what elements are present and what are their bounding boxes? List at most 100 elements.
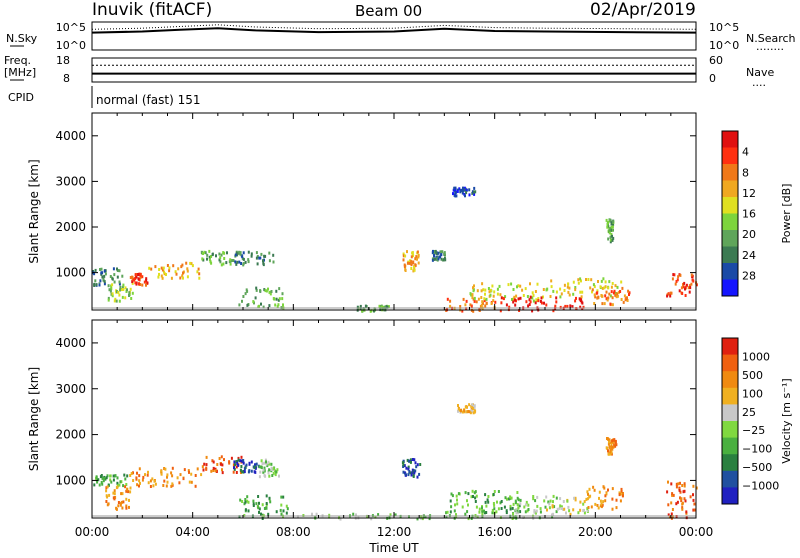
- velocity-colorbar-frame: [721, 337, 739, 505]
- power-scatter-region: [234, 250, 275, 267]
- power-ylabel: Slant Range [km]: [27, 159, 41, 263]
- velocity-colorbar-label: Velocity [m s⁻¹]: [780, 378, 793, 463]
- velocity-colorbar-segment: [722, 454, 738, 472]
- power-colorbar-segment: [722, 180, 738, 198]
- power-colorbar-frame: [721, 130, 739, 297]
- velocity-colorbar-tick: 500: [742, 369, 763, 382]
- velocity-scatter-region: [258, 458, 280, 479]
- nsearch-legend-marker: ........: [756, 40, 784, 53]
- power-colorbar-tick: 24: [742, 249, 756, 262]
- freq-tick-left: 8: [63, 72, 70, 85]
- velocity-colorbar-segment: [722, 371, 738, 389]
- velocity-xlabel: Time UT: [368, 541, 419, 554]
- power-colorbar-tick: 12: [742, 187, 756, 200]
- power-scatter-region: [452, 186, 477, 198]
- power-colorbar-segment: [722, 131, 738, 148]
- velocity-colorbar-segment: [722, 354, 738, 372]
- power-ytick-label: 2000: [55, 220, 86, 234]
- velocity-scatter-region: [666, 480, 698, 520]
- power-ytick-label: 4000: [55, 129, 86, 143]
- velocity-colorbar-segment: [722, 387, 738, 405]
- power-colorbar-segment: [722, 230, 738, 247]
- velocity-colorbar-segment: [722, 437, 738, 455]
- velocity-colorbar-tick: 100: [742, 387, 763, 400]
- noise-tick-left: 10^0: [56, 39, 86, 52]
- beam-title: Beam 00: [355, 2, 423, 20]
- date-title: 02/Apr/2019: [590, 0, 696, 20]
- velocity-colorbar-segment: [722, 404, 738, 422]
- station-title: Inuvik (fitACF): [92, 0, 213, 20]
- power-scatter-region: [402, 250, 420, 273]
- velocity-colorbar-tick: −500: [742, 461, 772, 474]
- velocity-xtick-label: 08:00: [276, 525, 311, 539]
- velocity-colorbar-tick: −100: [742, 443, 772, 456]
- power-scatter-region: [107, 281, 134, 303]
- freq-label: Freq.: [4, 54, 31, 67]
- velocity-scatter-region: [457, 403, 477, 415]
- velocity-colorbar-tick: 25: [742, 406, 756, 419]
- power-colorbar-tick: 16: [742, 208, 756, 221]
- power-colorbar-tick: 4: [742, 146, 749, 159]
- velocity-ylabel: Slant Range [km]: [27, 367, 41, 471]
- velocity-scatter-region: [129, 466, 203, 488]
- power-colorbar-segment: [722, 147, 738, 165]
- power-scatter-region: [92, 267, 124, 287]
- power-scatter-region: [129, 272, 149, 287]
- power-plot-area: [92, 113, 696, 310]
- velocity-scatter-region: [605, 437, 618, 456]
- power-colorbar-segment: [722, 213, 738, 231]
- freq-panel-frame: [91, 57, 697, 83]
- nsky-label: N.Sky: [6, 32, 38, 45]
- velocity-scatter-region: [401, 458, 422, 479]
- freq-tick-right: 60: [709, 54, 723, 67]
- power-colorbar-tick: 8: [742, 166, 749, 179]
- nave-label: Nave: [746, 66, 774, 79]
- velocity-scatter-region: [546, 496, 589, 516]
- power-colorbar-label: Power [dB]: [780, 184, 793, 244]
- power-scatter-region: [605, 218, 615, 244]
- velocity-ytick-label: 3000: [55, 382, 86, 396]
- velocity-plot-area: [92, 320, 696, 518]
- noise-panel-frame: [91, 21, 697, 51]
- velocity-xtick-label: 20:00: [578, 525, 613, 539]
- velocity-xtick-label: 00:00: [679, 525, 714, 539]
- freq-label-unit: [MHz]: [4, 66, 36, 79]
- velocity-ytick-label: 4000: [55, 336, 86, 350]
- power-colorbar-segment: [722, 263, 738, 280]
- velocity-xtick-label: 12:00: [377, 525, 412, 539]
- freq-tick-left: 18: [56, 54, 70, 67]
- power-colorbar-segment: [722, 197, 738, 214]
- velocity-colorbar-segment: [722, 421, 738, 439]
- velocity-ytick-label: 2000: [55, 428, 86, 442]
- velocity-colorbar-tick: −1000: [742, 480, 779, 493]
- power-ytick-label: 3000: [55, 174, 86, 188]
- power-scatter-region: [431, 249, 447, 262]
- velocity-scatter-region: [586, 485, 624, 511]
- noise-tick-right: 10^5: [709, 21, 739, 34]
- velocity-xtick-label: 04:00: [175, 525, 210, 539]
- power-colorbar-segment: [722, 246, 738, 264]
- noise-tick-right: 10^0: [709, 39, 739, 52]
- noise-sky-series: [91, 27, 697, 34]
- velocity-scatter-region: [105, 485, 132, 511]
- power-scatter-region: [148, 261, 201, 280]
- power-scatter-region: [666, 273, 698, 298]
- cpid-text: normal (fast) 151: [96, 93, 200, 107]
- freq-tick-right: 0: [709, 72, 716, 85]
- power-colorbar-tick: 20: [742, 228, 756, 241]
- cpid-label: CPID: [8, 91, 34, 104]
- velocity-colorbar-tick: −25: [742, 424, 765, 437]
- velocity-xtick-label: 00:00: [75, 525, 110, 539]
- velocity-ytick-label: 1000: [55, 473, 86, 487]
- noise-search-series: [91, 24, 697, 30]
- power-scatter-region: [591, 286, 631, 307]
- power-ytick-label: 1000: [55, 266, 86, 280]
- nsearch-label: N.Search: [746, 32, 796, 45]
- noise-tick-left: 10^5: [56, 21, 86, 34]
- velocity-colorbar-tick: 1000: [742, 350, 770, 363]
- nave-legend-marker: ....: [752, 76, 766, 89]
- power-colorbar-segment: [722, 279, 738, 297]
- velocity-colorbar-segment: [722, 487, 738, 505]
